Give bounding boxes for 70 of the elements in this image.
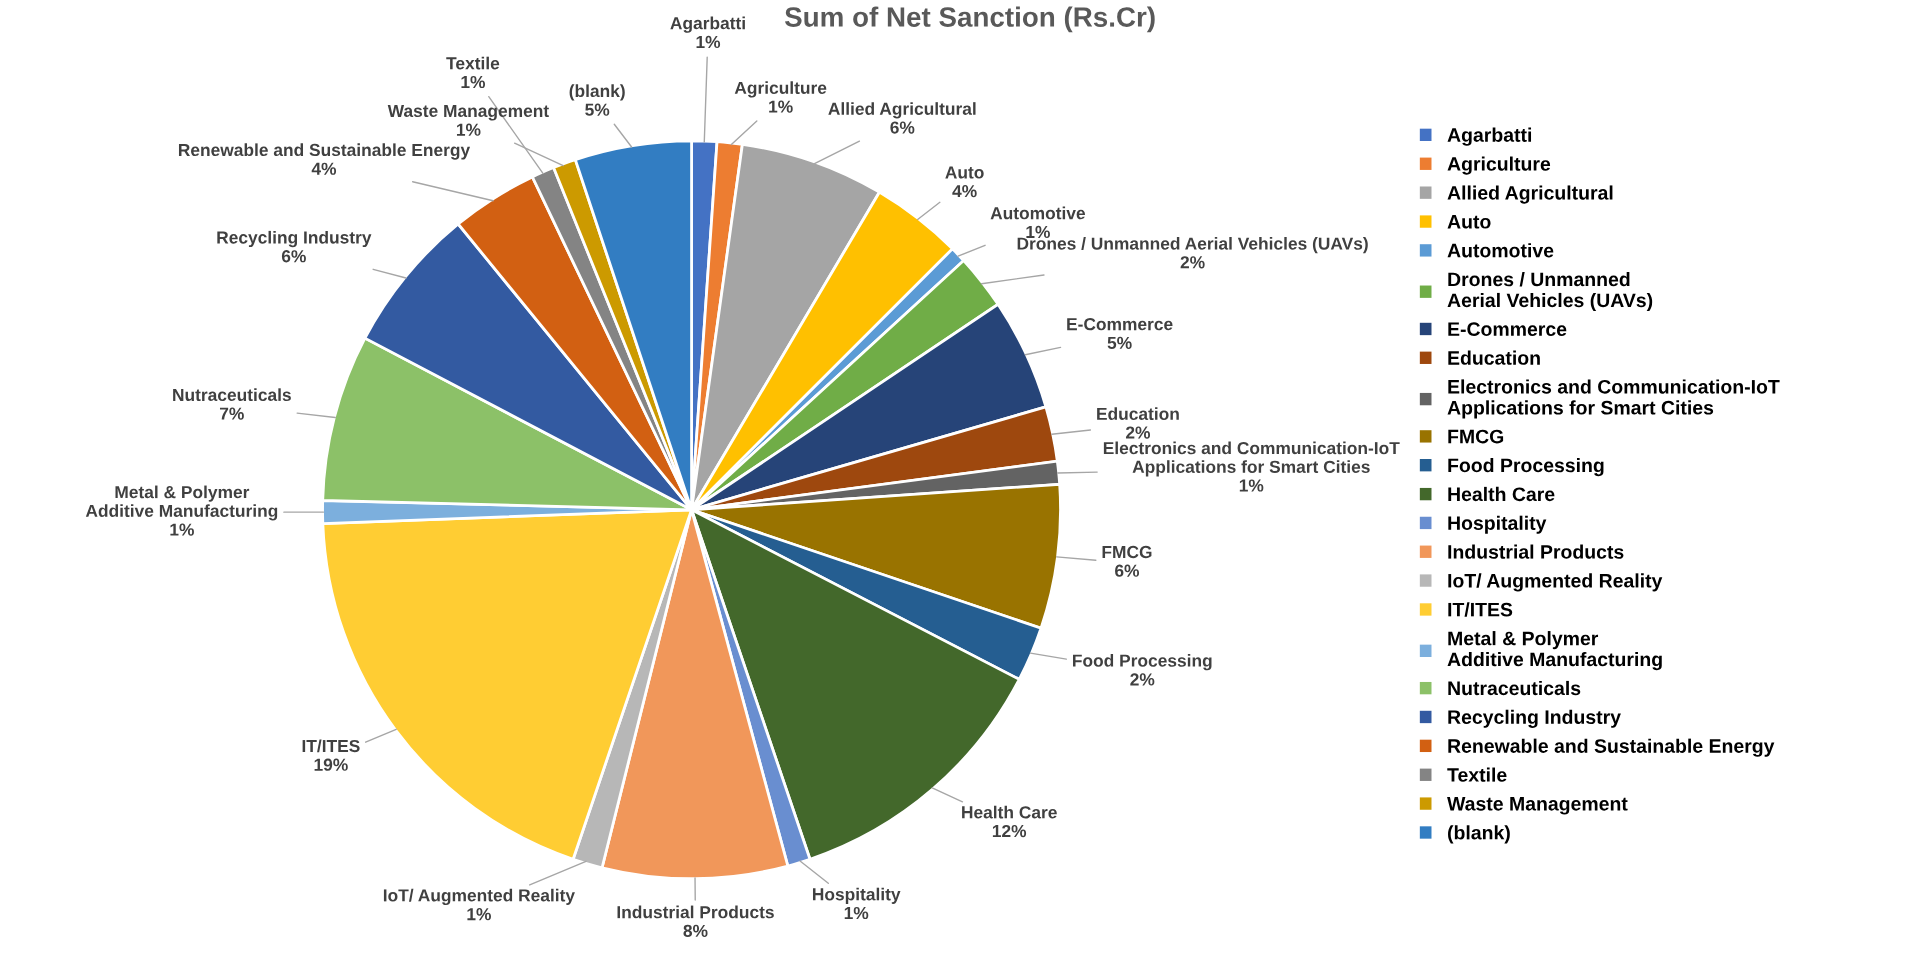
legend-label: Industrial Products <box>1448 544 1624 559</box>
slice-label: Metal & Polymer Additive Manufacturing <box>85 485 278 521</box>
legend-label: IoT/ Augmented Reality <box>1448 573 1663 592</box>
legend-label: Allied Agricultural <box>1447 185 1613 204</box>
legend-label: Hospitality <box>1448 515 1547 534</box>
data-label: 19% <box>314 758 348 771</box>
legend-label: IT/ITES <box>1448 602 1513 617</box>
legend-label: E-Commerce <box>1448 322 1567 337</box>
data-label: 12% <box>992 824 1027 838</box>
legend-label: Nutraceuticals <box>1448 680 1581 696</box>
data-label: 2% <box>1130 673 1155 686</box>
slice-label: Renewable and Sustainable Energy <box>178 143 471 160</box>
legend-label: FMCG <box>1448 429 1504 444</box>
data-label: 5% <box>1107 336 1132 349</box>
slice-label: Food Processing <box>1073 654 1212 671</box>
data-label: 1% <box>1239 479 1264 492</box>
legend-label: Waste Management <box>1447 797 1628 815</box>
data-label: 1% <box>844 906 869 920</box>
legend-label: Drones / Unmanned Aerial Vehicles (UAVs) <box>1447 271 1653 312</box>
data-label: 5% <box>585 103 610 116</box>
data-label: 1% <box>696 35 721 49</box>
slice-label: Electronics and Communication-IoT Applications for Smart Cities <box>1103 441 1400 477</box>
slice-label: Allied Agricultural <box>828 102 976 119</box>
slice-label: Drones / Unmanned Aerial Vehicles (UAVs) <box>1017 237 1368 254</box>
legend-label: Electronics and Communication-IoT Applications for Smart Cities <box>1447 379 1780 419</box>
legend-label: Renewable and Sustainable Energy <box>1448 738 1775 757</box>
data-label: 1% <box>769 100 793 113</box>
data-label: 8% <box>683 924 708 938</box>
slice-label: Recycling Industry <box>217 230 372 248</box>
data-label: 6% <box>890 121 915 134</box>
slice-label: IoT/ Augmented Reality <box>383 888 575 906</box>
legend-label: Agarbatti <box>1447 127 1532 146</box>
legend-label: Automotive <box>1447 243 1554 258</box>
legend-label: Food Processing <box>1448 457 1604 477</box>
legend-label: (blank) <box>1448 825 1510 844</box>
data-label: 1% <box>170 523 194 536</box>
data-label: 7% <box>219 407 244 420</box>
data-label: 1% <box>1026 225 1050 239</box>
slice-label: Automotive <box>990 206 1086 220</box>
data-label: 4% <box>311 162 337 175</box>
slice-label: Agarbatti <box>670 16 745 33</box>
slice-label: Textile <box>446 56 500 70</box>
legend-label: Auto <box>1447 215 1491 229</box>
slice-label: FMCG <box>1102 545 1152 559</box>
data-label: 4% <box>952 185 977 198</box>
chart-title: Sum of Net Sanction (Rs.Cr) <box>784 6 1155 33</box>
data-label: 1% <box>456 123 481 136</box>
slice-label: Agriculture <box>734 81 827 98</box>
legend-label: Health Care <box>1448 486 1555 502</box>
slice-label: Nutraceuticals <box>173 388 291 402</box>
legend-label: Education <box>1448 350 1540 365</box>
slice-label: Health Care <box>962 805 1057 819</box>
slice-label: Hospitality <box>812 887 901 904</box>
data-label: 6% <box>281 250 306 263</box>
data-label: 6% <box>1115 564 1140 577</box>
slice-label: Industrial Products <box>617 905 774 919</box>
data-label: 2% <box>1125 426 1151 439</box>
data-label: 2% <box>1180 256 1205 269</box>
slice-label: Auto <box>945 166 984 179</box>
slice-label: Waste Management <box>387 104 549 121</box>
legend-label: Textile <box>1447 767 1507 782</box>
slice-label: IT/ITES <box>302 739 360 753</box>
legend-label: Recycling Industry <box>1448 709 1621 728</box>
data-label: 1% <box>461 75 486 89</box>
legend-label: Metal & Polymer Additive Manufacturing <box>1447 631 1662 671</box>
slice-label: Education <box>1097 407 1179 421</box>
data-label: 1% <box>467 908 491 921</box>
slice-label: E-Commerce <box>1067 318 1173 331</box>
slice-label: (blank) <box>569 84 625 101</box>
legend-label: Agriculture <box>1447 156 1551 175</box>
